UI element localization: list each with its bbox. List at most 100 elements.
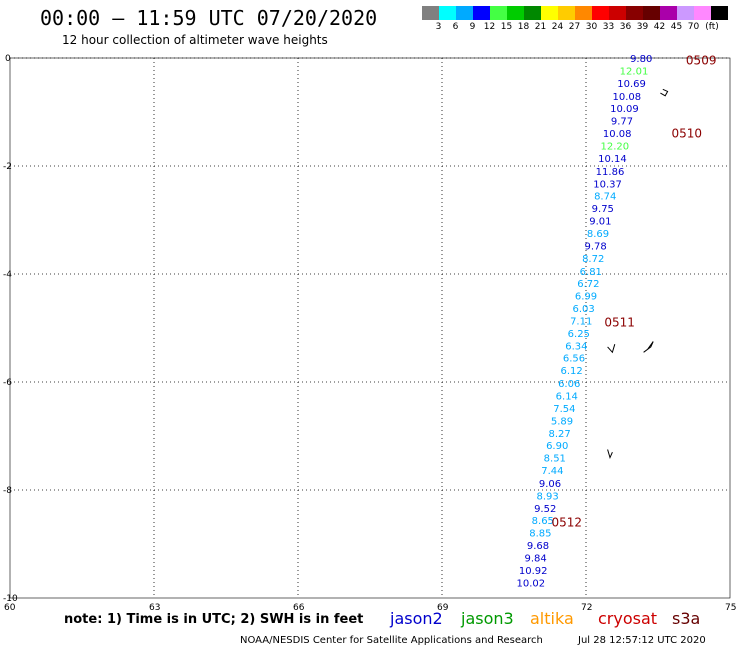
legend-swatch	[643, 6, 660, 20]
wave-height-label: 6.72	[577, 279, 599, 290]
wave-height-label: 6.03	[572, 304, 594, 315]
wave-height-label: 6.06	[558, 379, 580, 390]
wave-height-label: 9.77	[611, 117, 633, 128]
wave-height-label: 6.90	[546, 441, 568, 452]
wave-height-label: 5.89	[551, 416, 573, 427]
color-legend-labels: 3 6 9 12 15 18 21 24 27 30 33 36 39 42 45 70 (ft)	[422, 22, 740, 34]
time-label: 0511	[604, 316, 635, 330]
legend-label: 15	[500, 22, 513, 32]
mission-jason2: jason2	[390, 609, 443, 628]
timestamp-text: Jul 28 12:57:12 UTC 2020	[578, 635, 706, 646]
wave-height-label: 8.85	[529, 529, 551, 540]
x-tick-label: 75	[725, 603, 736, 613]
x-tick-label: 60	[4, 603, 16, 613]
wave-height-label: 7.11	[570, 316, 592, 327]
legend-swatch	[490, 6, 507, 20]
island-outline	[643, 341, 654, 353]
island-outline	[607, 449, 613, 460]
footer-note: note: 1) Time is in UTC; 2) SWH is in fe…	[64, 612, 364, 627]
time-label: 0509	[686, 54, 717, 68]
wave-height-label: 10.92	[519, 566, 548, 577]
x-tick-label: 63	[149, 603, 160, 613]
wave-height-label: 8.65	[532, 516, 554, 527]
page-subtitle: 12 hour collection of altimeter wave hei…	[62, 33, 328, 47]
legend-label: 42	[653, 22, 666, 32]
x-tick-label: 72	[581, 603, 592, 613]
x-tick-label: 69	[437, 603, 449, 613]
wave-height-label: 8.27	[548, 429, 570, 440]
wave-height-label: 9.75	[592, 204, 614, 215]
wave-height-label: 9.06	[539, 479, 561, 490]
legend-label: 39	[636, 22, 649, 32]
mission-s3a: s3a	[672, 609, 701, 628]
legend-swatch	[541, 6, 558, 20]
legend-swatch	[677, 6, 694, 20]
legend-label: 27	[568, 22, 581, 32]
legend-swatch	[558, 6, 575, 20]
color-legend	[422, 6, 730, 20]
wave-height-label: 9.78	[584, 241, 606, 252]
wave-height-label: 8.69	[587, 229, 609, 240]
wave-height-label: 6.12	[560, 366, 582, 377]
wave-height-label: 12.01	[620, 66, 649, 77]
legend-swatch	[626, 6, 643, 20]
legend-label: 3	[435, 22, 442, 32]
y-tick-label: 0	[5, 54, 11, 64]
legend-swatch	[575, 6, 592, 20]
wave-height-label: 9.84	[524, 554, 546, 565]
legend-swatch	[456, 6, 473, 20]
wave-height-label: 10.08	[603, 129, 632, 140]
credit-text: NOAA/NESDIS Center for Satellite Applica…	[240, 635, 543, 646]
wave-height-label: 10.02	[516, 578, 545, 589]
time-label: 0512	[552, 515, 583, 529]
legend-label: 70	[687, 22, 700, 32]
mission-cryosat: cryosat	[598, 609, 658, 628]
y-tick-label: -4	[3, 270, 12, 280]
legend-label: 12	[483, 22, 496, 32]
wave-height-label: 10.09	[610, 104, 639, 115]
x-tick-label: 66	[293, 603, 305, 613]
y-tick-label: -6	[3, 378, 12, 388]
wave-height-label: 10.37	[593, 179, 622, 190]
wave-height-label: 6.56	[563, 354, 585, 365]
wave-height-label: 6.34	[565, 341, 587, 352]
wave-height-label: 6.14	[556, 392, 578, 403]
wave-height-label: 8.74	[594, 192, 616, 203]
legend-label: 9	[469, 22, 476, 32]
legend-unit: (ft)	[705, 22, 719, 32]
legend-label: 24	[551, 22, 564, 32]
wave-height-label: 9.01	[589, 217, 611, 228]
legend-swatch	[473, 6, 490, 20]
legend-label: 36	[619, 22, 632, 32]
wave-height-label: 8.93	[536, 491, 558, 502]
legend-swatch	[694, 6, 711, 20]
wave-height-label: 6.81	[580, 267, 602, 278]
wave-height-label: 8.72	[582, 254, 604, 265]
wave-height-label: 10.14	[598, 154, 627, 165]
wave-height-label: 6.25	[568, 329, 590, 340]
wave-height-label: 12.20	[600, 141, 629, 152]
mission-altika: altika	[530, 609, 574, 628]
legend-swatch	[507, 6, 524, 20]
legend-label: 30	[585, 22, 598, 32]
y-tick-label: -8	[3, 486, 12, 496]
legend-swatch	[422, 6, 439, 20]
wave-height-label: 9.68	[527, 541, 549, 552]
y-tick-label: -10	[3, 594, 18, 604]
island-outline	[660, 88, 669, 97]
legend-swatch	[439, 6, 456, 20]
legend-swatch	[524, 6, 541, 20]
wave-height-label: 7.44	[541, 466, 563, 477]
legend-swatch	[609, 6, 626, 20]
wave-height-label: 9.52	[534, 504, 556, 515]
wave-height-label: 8.51	[544, 454, 566, 465]
legend-swatch	[592, 6, 609, 20]
wave-height-label: 9.80	[630, 54, 652, 65]
island-outline	[607, 344, 616, 354]
legend-label: 18	[517, 22, 530, 32]
legend-swatch	[660, 6, 677, 20]
wave-height-label: 6.99	[575, 292, 597, 303]
page-title: 00:00 – 11:59 UTC 07/20/2020	[40, 6, 378, 30]
time-label: 0510	[672, 127, 703, 141]
